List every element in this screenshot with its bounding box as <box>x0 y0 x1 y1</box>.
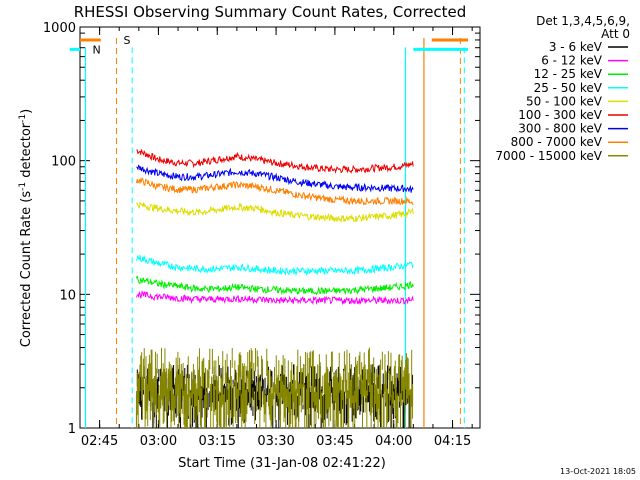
y-axis-label: Corrected Count Rate (s-1 detector-1) <box>18 109 34 347</box>
y-tick-label: 1 <box>68 422 76 437</box>
x-axis-ticks: 02:45 03:00 03:15 03:30 03:45 04:00 04:15 <box>81 27 473 449</box>
legend-label: 300 - 800 keV <box>518 122 602 136</box>
legend-label: 7000 - 15000 keV <box>495 149 602 163</box>
series-line <box>136 289 414 306</box>
series-300-800-keV <box>136 164 414 193</box>
plot-frame <box>79 26 481 429</box>
y-label-end: ) <box>19 109 34 114</box>
y-tick-label: 10 <box>59 288 76 303</box>
x-tick-label: 03:15 <box>199 434 236 449</box>
series-line <box>136 149 414 174</box>
series-800-7000-keV <box>136 177 414 206</box>
legend-header-attenuator: Att 0 <box>601 27 630 41</box>
legend-label: 3 - 6 keV <box>549 40 603 54</box>
y-label-part: Corrected Count Rate (s <box>19 191 34 348</box>
series-line <box>136 177 414 206</box>
series-line <box>136 254 414 276</box>
series-line <box>136 275 414 296</box>
flag-letter: N <box>92 43 100 56</box>
series-50-100-keV <box>136 201 414 223</box>
x-axis-label: Start Time (31-Jan-08 02:41:22) <box>178 456 386 471</box>
series-100-300-keV <box>136 149 414 174</box>
series-7000-15000-keV <box>135 347 414 428</box>
x-tick-label: 03:45 <box>316 434 353 449</box>
y-label-mid: detector <box>19 122 34 182</box>
y-axis-ticks: 1 10 100 1000 <box>43 21 480 437</box>
legend-label: 50 - 100 keV <box>526 94 603 108</box>
y-label-sup2: -1 <box>18 114 28 123</box>
y-label-sup: -1 <box>18 182 28 191</box>
series-line <box>136 164 414 193</box>
legend-label: 12 - 25 keV <box>534 67 603 81</box>
flag-letter: S <box>123 34 130 47</box>
x-tick-label: 04:15 <box>434 434 471 449</box>
series-line <box>136 201 414 223</box>
legend-label: 100 - 300 keV <box>518 108 602 122</box>
x-tick-label: 02:45 <box>81 434 118 449</box>
data-series <box>135 149 414 428</box>
x-tick-label: 03:00 <box>140 434 177 449</box>
chart-title: RHESSI Observing Summary Count Rates, Co… <box>74 3 467 21</box>
legend-header-detectors: Det 1,3,4,5,6,9, <box>536 14 630 28</box>
series-6-12-keV <box>136 289 414 306</box>
y-tick-label: 100 <box>51 155 76 170</box>
x-tick-label: 03:30 <box>257 434 294 449</box>
legend-label: 800 - 7000 keV <box>511 135 603 149</box>
footer-date: 13-Oct-2021 18:05 <box>560 467 636 476</box>
x-tick-label: 04:00 <box>375 434 412 449</box>
y-tick-label: 1000 <box>43 21 76 36</box>
legend-label: 25 - 50 keV <box>534 81 603 95</box>
series-25-50-keV <box>136 254 414 276</box>
legend-label: 6 - 12 keV <box>541 54 603 68</box>
series-12-25-keV <box>136 275 414 296</box>
